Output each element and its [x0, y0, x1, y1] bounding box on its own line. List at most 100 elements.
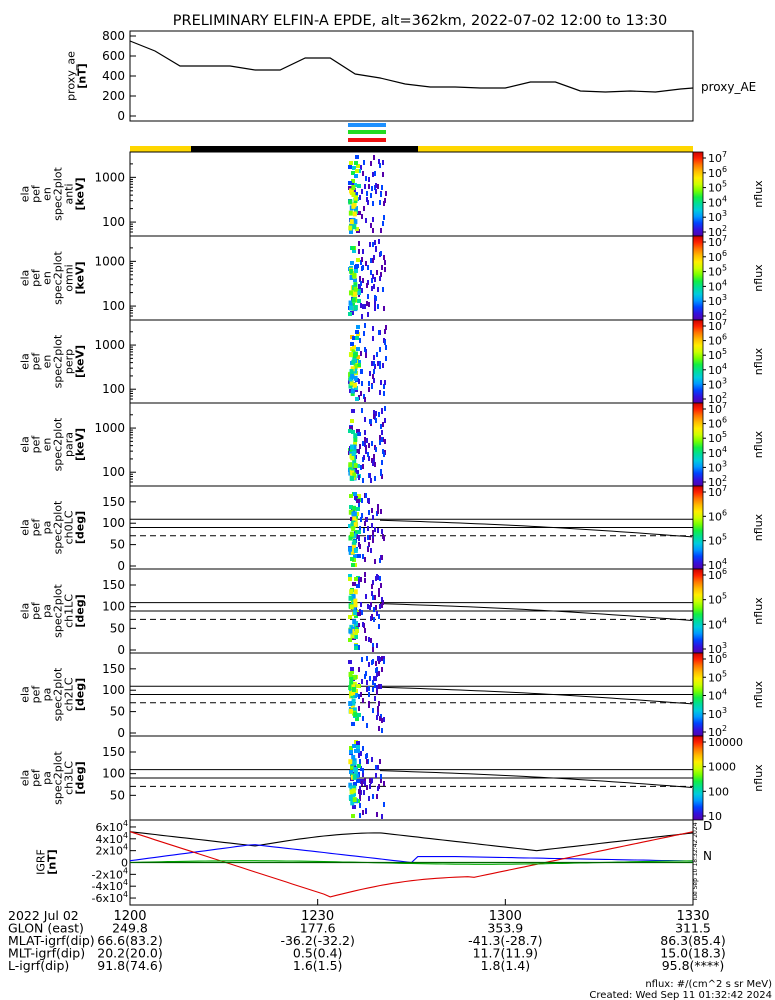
spec-cell [368, 177, 370, 182]
spec-cell [353, 492, 357, 496]
spec-cell [381, 597, 383, 602]
spec-cell [348, 660, 352, 664]
spec-cell [367, 535, 369, 540]
spec-cell [381, 814, 383, 819]
spec-cell [379, 200, 381, 205]
spec-cell [359, 338, 361, 343]
spec-core-cell [349, 604, 354, 610]
igrf-curve-total [129, 831, 694, 852]
ylabel-line: proxy_ae [65, 51, 78, 101]
spec-cell [358, 667, 360, 672]
spec-cell [364, 578, 366, 583]
spec-cell [373, 378, 375, 383]
spec-cell [371, 384, 373, 389]
colorbar [692, 402, 704, 487]
spec-cell [355, 227, 359, 231]
colorbar-tick-label: 1000 [708, 761, 736, 774]
spec-cell [354, 689, 358, 693]
spec-cell [365, 449, 367, 454]
spec-cell [360, 602, 362, 607]
spec-cell [381, 430, 383, 435]
spec-cell [354, 496, 358, 500]
ylabel-line: ch1LC [63, 594, 76, 628]
spec-cell [367, 526, 369, 531]
spec-cell [355, 169, 359, 173]
spec-cell [376, 643, 378, 648]
spec-cell [361, 657, 363, 662]
spec-cell [381, 265, 383, 270]
spec-cell [364, 521, 366, 526]
spec-cell [372, 258, 374, 263]
spec-cell [349, 746, 353, 750]
spec-core-cell [349, 589, 354, 595]
spec-core-cell [349, 531, 354, 537]
spec-cell [374, 364, 376, 369]
ylabel-line: spec2plot [52, 584, 65, 638]
spec-core-cell [349, 305, 354, 311]
spec-cell [357, 764, 361, 768]
igrf-ylabel: IGRF[nT] [35, 849, 59, 875]
spec-core-cell [353, 589, 358, 595]
spec-cell [351, 246, 355, 250]
spec-cell [373, 284, 375, 289]
spec-cell [360, 391, 362, 396]
spec-cell [357, 530, 361, 534]
spec-cell [379, 759, 381, 764]
spec-cell [357, 291, 361, 295]
spec-cell [348, 577, 352, 581]
spec-cell [351, 409, 355, 413]
spec-cell [378, 701, 380, 706]
spec-core-cell [350, 373, 355, 379]
spec-cell [348, 524, 352, 528]
spec-cell [383, 306, 385, 311]
spec-cell [378, 592, 380, 597]
colorbar-tick-label: 106 [708, 508, 727, 523]
spec-cell [378, 412, 380, 417]
spec-cell [350, 261, 354, 265]
spec-core-cell [349, 188, 354, 194]
spec-core-cell [348, 782, 353, 788]
spec-cell [362, 746, 364, 751]
spec-cell [349, 750, 353, 754]
spec-cell [383, 717, 385, 722]
spec-cell [377, 184, 379, 189]
colorbar-label: nflux [752, 264, 765, 292]
spec-core-cell [348, 690, 353, 696]
panel-spec2plot_ch2LC: 150 100 50 0 106 105 104 103 102 nflux [102, 651, 765, 740]
spec-cell [385, 345, 387, 350]
spec-cell [378, 671, 380, 676]
ylabel-line: ela [19, 686, 32, 703]
spec-cell [377, 711, 379, 716]
spec-core-cell [353, 547, 358, 553]
spec-cell [371, 778, 373, 783]
colorbar-tick-label: 103 [708, 459, 727, 474]
ylabel-line: [nT] [76, 63, 89, 88]
ylabel-line: omni [63, 264, 76, 291]
xtick-label: 1330 [676, 909, 709, 924]
spec-core-cell [350, 475, 355, 481]
spec-cell [380, 774, 382, 779]
colorbar-tick-label: 104 [708, 362, 727, 377]
ytick-label: 150 [102, 578, 125, 592]
ylabel-line: spec2plot [52, 417, 65, 471]
spec-core-cell [353, 602, 358, 608]
field-line-curve [379, 770, 693, 788]
spec-core-cell [349, 380, 354, 386]
spec-cell [368, 510, 370, 515]
spec-cell [349, 230, 353, 234]
ylabel-line: pef [30, 184, 43, 203]
spec-cell [366, 759, 368, 764]
ylabel-line: [keV] [74, 261, 87, 294]
spec-core-cell [352, 224, 357, 230]
colorbar-tick-label: 107 [708, 150, 727, 165]
spec-cell [369, 419, 371, 424]
spec-cell [384, 198, 386, 203]
spec-cell [362, 249, 364, 254]
spec-cell [365, 636, 367, 641]
spec-cell [368, 456, 370, 461]
spec-cell [351, 430, 355, 434]
spec-cell [381, 656, 383, 661]
spec-cell [372, 217, 374, 222]
